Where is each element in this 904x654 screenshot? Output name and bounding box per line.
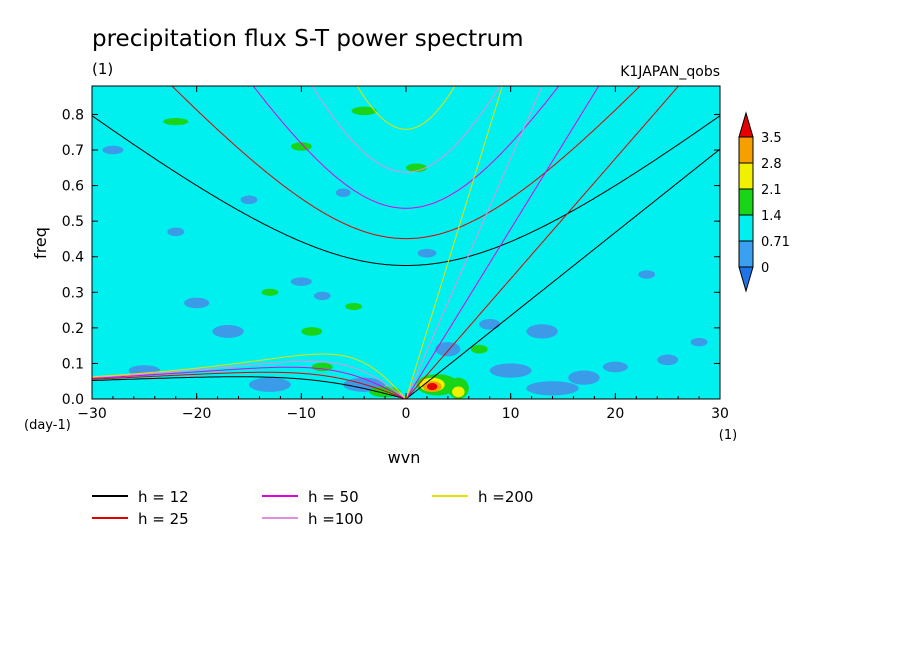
colorbar-box [738, 214, 754, 242]
dispersion-curve-rossby [92, 371, 406, 399]
heatmap-patch [526, 324, 558, 339]
dispersion-curve-rossby [92, 353, 406, 399]
heatmap-patch [479, 318, 501, 330]
y-tick-label: 0.4 [62, 250, 84, 266]
dispersion-curve-rossby [92, 376, 406, 399]
legend-label: h = 12 [138, 488, 189, 506]
dispersion-curve-kelvin [405, 86, 600, 399]
colorbar-box [738, 162, 754, 190]
x-tick-label: −10 [287, 406, 317, 422]
heatmap-patch [248, 377, 291, 392]
heatmap-patch [452, 386, 465, 398]
colorbar-level-label: 0 [761, 261, 769, 276]
x-axis: −30 −20 −10 0 10 20 30 [77, 86, 729, 422]
heatmap-patch [240, 195, 258, 205]
heatmap-patch [602, 361, 628, 373]
heatmap-patch [489, 363, 532, 378]
heatmap-patch [313, 291, 331, 301]
colorbar-box [738, 240, 754, 268]
dispersion-curve-inertia-gravity [356, 86, 456, 130]
legend-label: h =200 [478, 488, 533, 506]
heatmap-patch [212, 325, 244, 338]
heatmap-patch [426, 382, 438, 391]
y-tick-label: 0.6 [62, 179, 84, 195]
heatmap-patch [638, 270, 656, 279]
dispersion-curve-inertia-gravity [252, 86, 560, 209]
heatmap-patch [690, 337, 708, 347]
chart-subtitle-right: K1JAPAN_qobs [620, 64, 720, 80]
heatmap-patch [345, 302, 363, 311]
heatmap-patch [435, 342, 461, 357]
y-axis: 0.0 0.1 0.2 0.3 0.4 0.5 0.6 0.7 0.8 [62, 107, 720, 408]
heatmap-patch [351, 106, 377, 116]
dispersion-curve-kelvin [405, 148, 720, 399]
y-axis-unit: (day-1) [24, 418, 71, 433]
dispersion-curve-inertia-gravity [311, 86, 501, 173]
colorbar-level-label: 0.71 [761, 235, 790, 250]
legend-label: h =100 [308, 510, 363, 528]
heatmap-patch [470, 344, 488, 354]
dispersion-curve-kelvin [405, 86, 680, 399]
heatmap-patch [290, 277, 312, 286]
dispersion-curve-rossby [92, 360, 406, 399]
chart-subtitle-left: (1) [92, 60, 113, 78]
x-axis-unit: (1) [719, 428, 737, 443]
y-axis-label: freq [31, 227, 50, 259]
colorbar-level-label: 3.5 [761, 131, 782, 146]
heatmap-patch [301, 327, 323, 336]
colorbar-bottom-arrow [738, 266, 754, 293]
colorbar-level-label: 2.8 [761, 157, 782, 172]
dispersion-curve-inertia-gravity [92, 115, 720, 266]
x-tick-label: 0 [402, 406, 411, 422]
heatmap-patch [335, 188, 351, 197]
colorbar-level-label: 2.1 [761, 183, 782, 198]
y-tick-label: 0.1 [62, 356, 84, 372]
heatmap-patch [526, 381, 579, 396]
heatmap-patch [417, 248, 437, 258]
dispersion-curve-kelvin [405, 86, 503, 399]
legend-label: h = 50 [308, 488, 359, 506]
dispersion-curve-kelvin [405, 86, 543, 399]
y-tick-label: 0.5 [62, 214, 84, 230]
y-tick-label: 0.7 [62, 143, 84, 159]
colorbar-box [738, 188, 754, 216]
x-tick-label: 10 [502, 406, 520, 422]
colorbar-top-arrow [738, 111, 754, 138]
colorbar-box [738, 136, 754, 164]
y-tick-label: 0.2 [62, 321, 84, 337]
heatmap-patch [102, 145, 124, 155]
colorbar-level-label: 1.4 [761, 209, 782, 224]
dispersion-curve-inertia-gravity [171, 86, 641, 240]
legend: h = 12 h = 25 h = 50 h =100 h =200 [92, 488, 533, 528]
x-tick-label: 30 [711, 406, 729, 422]
y-tick-label: 0.3 [62, 285, 84, 301]
heatmap-patch [167, 227, 185, 237]
heatmap-patches [102, 106, 708, 399]
heatmap-patch [657, 354, 679, 366]
x-tick-label: 20 [606, 406, 624, 422]
y-tick-label: 0.8 [62, 107, 84, 123]
heatmap-patch [261, 288, 279, 296]
x-tick-label: −20 [182, 406, 212, 422]
x-tick-label: −30 [77, 406, 107, 422]
heatmap-patch [568, 370, 600, 385]
x-axis-label: wvn [388, 448, 421, 467]
colorbar: 0 0.71 1.4 2.1 2.8 3.5 [738, 111, 790, 293]
dispersion-curves [92, 86, 720, 399]
y-tick-label: 0.0 [62, 392, 84, 408]
chart-title: precipitation flux S-T power spectrum [92, 26, 524, 52]
heatmap-patch [406, 163, 427, 173]
heatmap-patch [184, 297, 210, 309]
heatmap-patch [163, 118, 189, 126]
legend-label: h = 25 [138, 510, 189, 528]
dispersion-curve-rossby [92, 366, 406, 399]
plot-background [92, 86, 720, 399]
